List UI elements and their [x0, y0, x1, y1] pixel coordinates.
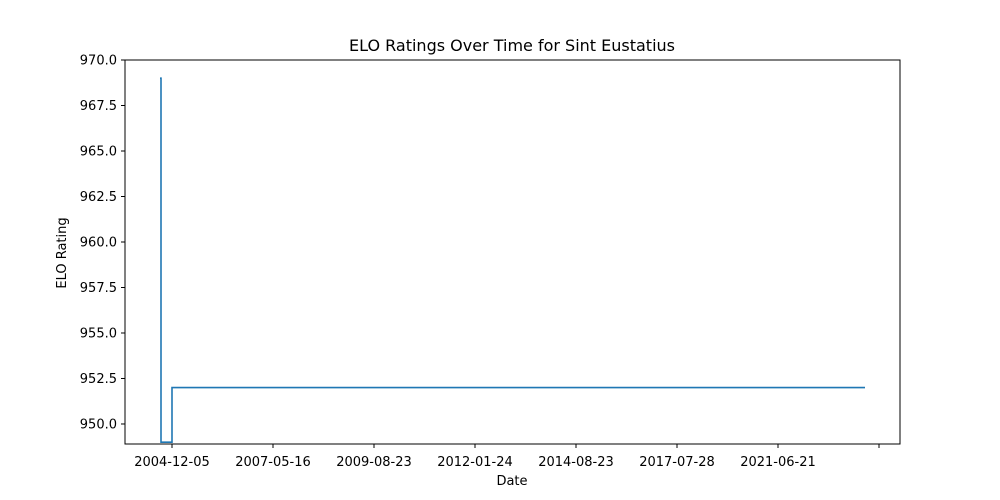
plot-area: [160, 77, 865, 444]
y-tick-label: 970.0: [80, 54, 117, 69]
x-tick-label: 2007-05-16: [235, 455, 311, 470]
x-tick-label: 2009-08-23: [336, 455, 412, 470]
x-tick-label: 2017-07-28: [639, 455, 715, 470]
y-tick-label: 952.5: [80, 372, 117, 387]
x-axis-ticks: 2004-12-05 2007-05-16 2009-08-23 2012-01-24…: [134, 444, 880, 470]
x-tick-label: 2014-08-23: [538, 455, 614, 470]
chart-title: ELO Ratings Over Time for Sint Eustatius: [349, 36, 675, 55]
y-tick-label: 967.5: [80, 99, 117, 114]
x-tick-label: 2021-06-21: [740, 455, 816, 470]
y-tick-label: 955.0: [80, 326, 117, 341]
y-tick-label: 957.5: [80, 281, 117, 296]
y-axis-label: ELO Rating: [55, 217, 70, 288]
series-line: [160, 77, 865, 444]
y-tick-label: 960.0: [80, 235, 117, 250]
y-tick-label: 950.0: [80, 417, 117, 432]
x-axis-label: Date: [496, 474, 527, 489]
x-tick-label: 2012-01-24: [437, 455, 513, 470]
x-tick-label: 2004-12-05: [134, 455, 210, 470]
y-axis-ticks: 950.0 952.5 955.0 957.5 960.0 962.5 965.0 967.5…: [80, 54, 125, 432]
y-tick-label: 965.0: [80, 144, 117, 159]
y-tick-label: 962.5: [80, 190, 117, 205]
plot-frame: [124, 59, 901, 445]
